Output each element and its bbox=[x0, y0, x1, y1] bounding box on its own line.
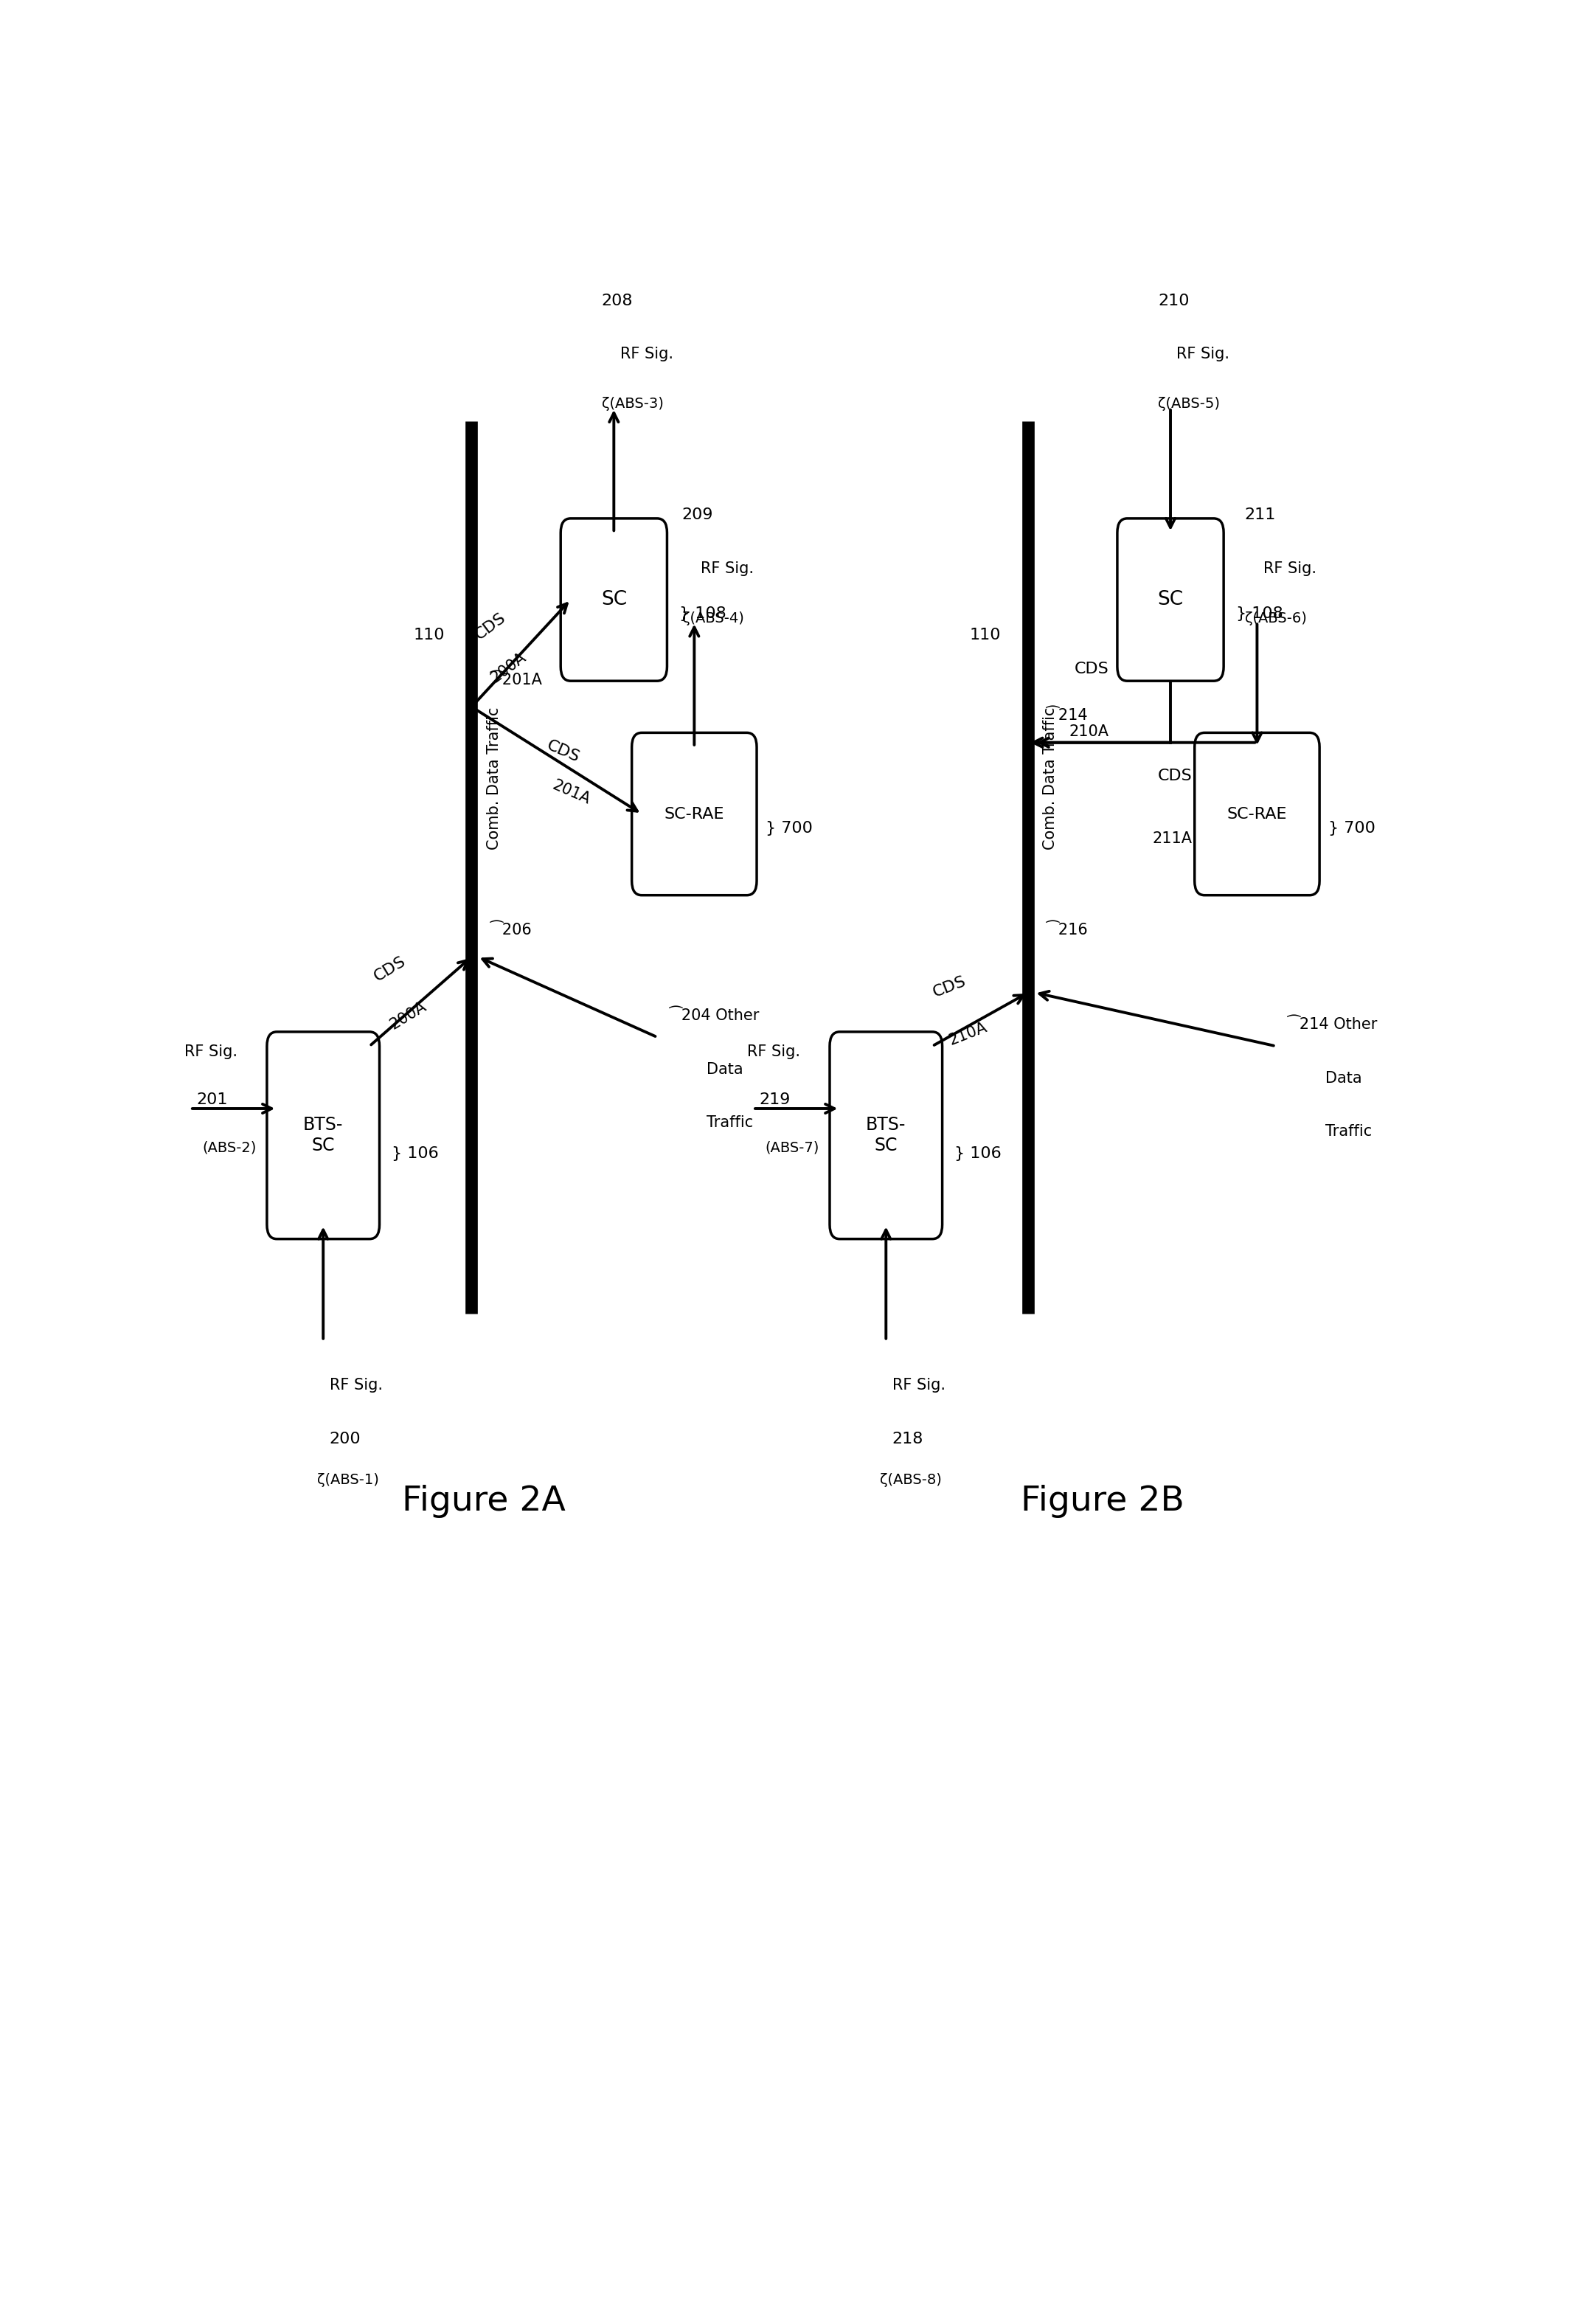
Text: ζ(ABS-3): ζ(ABS-3) bbox=[602, 397, 664, 410]
Text: 210A: 210A bbox=[946, 1020, 990, 1048]
Text: ⁀204 Other: ⁀204 Other bbox=[670, 1009, 760, 1023]
Text: RF Sig.: RF Sig. bbox=[329, 1377, 383, 1394]
Text: ζ(ABS-4): ζ(ABS-4) bbox=[681, 612, 744, 626]
Text: 218: 218 bbox=[892, 1431, 924, 1447]
Text: ⁀206: ⁀206 bbox=[490, 923, 531, 937]
FancyBboxPatch shape bbox=[1194, 733, 1320, 895]
Text: Figure 2A: Figure 2A bbox=[402, 1484, 567, 1519]
Text: 110: 110 bbox=[970, 628, 1001, 642]
Text: Figure 2B: Figure 2B bbox=[1020, 1484, 1184, 1519]
Text: ⁀201A: ⁀201A bbox=[490, 673, 543, 686]
Text: BTS-
SC: BTS- SC bbox=[867, 1115, 907, 1155]
Text: RF Sig.: RF Sig. bbox=[184, 1044, 238, 1060]
FancyBboxPatch shape bbox=[1117, 519, 1224, 682]
FancyBboxPatch shape bbox=[560, 519, 667, 682]
Text: 211: 211 bbox=[1245, 508, 1275, 522]
Text: ζ(ABS-5): ζ(ABS-5) bbox=[1159, 397, 1219, 410]
Text: } 108: } 108 bbox=[1235, 608, 1283, 621]
Text: SC: SC bbox=[602, 589, 627, 610]
Text: Traffic: Traffic bbox=[707, 1115, 753, 1129]
Text: 210A: 210A bbox=[1069, 724, 1109, 740]
Text: } 106: } 106 bbox=[954, 1146, 1002, 1160]
Text: SC-RAE: SC-RAE bbox=[664, 807, 725, 821]
Text: RF Sig.: RF Sig. bbox=[701, 561, 753, 575]
Text: ζ(ABS-8): ζ(ABS-8) bbox=[879, 1473, 942, 1486]
Text: Traffic: Traffic bbox=[1325, 1125, 1371, 1139]
Text: 201: 201 bbox=[196, 1092, 228, 1106]
Text: ⁀214 Other: ⁀214 Other bbox=[1288, 1018, 1379, 1032]
Text: 200: 200 bbox=[329, 1431, 361, 1447]
Text: ⁀214: ⁀214 bbox=[1047, 707, 1088, 724]
Text: 200A: 200A bbox=[388, 999, 429, 1032]
Text: ⁀216: ⁀216 bbox=[1047, 923, 1088, 937]
Text: 200A: 200A bbox=[488, 649, 530, 686]
Text: ζ(ABS-6): ζ(ABS-6) bbox=[1245, 612, 1307, 626]
FancyBboxPatch shape bbox=[632, 733, 757, 895]
Text: 209: 209 bbox=[681, 508, 713, 522]
Text: Data: Data bbox=[707, 1062, 744, 1076]
Text: (ABS-7): (ABS-7) bbox=[766, 1141, 819, 1155]
Text: } 700: } 700 bbox=[766, 821, 812, 835]
Text: 208: 208 bbox=[602, 292, 634, 308]
Text: CDS: CDS bbox=[930, 974, 969, 999]
Text: CDS: CDS bbox=[544, 737, 581, 765]
Text: SC-RAE: SC-RAE bbox=[1227, 807, 1286, 821]
Text: SC: SC bbox=[1157, 589, 1183, 610]
Text: CDS: CDS bbox=[472, 610, 509, 642]
Text: ζ(ABS-1): ζ(ABS-1) bbox=[318, 1473, 378, 1486]
Text: CDS: CDS bbox=[1157, 768, 1192, 784]
Text: RF Sig.: RF Sig. bbox=[619, 348, 674, 362]
Text: Comb. Data Traffic: Comb. Data Traffic bbox=[1044, 707, 1058, 849]
Text: 210: 210 bbox=[1159, 292, 1189, 308]
Text: BTS-
SC: BTS- SC bbox=[303, 1115, 343, 1155]
Text: RF Sig.: RF Sig. bbox=[1176, 348, 1231, 362]
Text: 219: 219 bbox=[760, 1092, 790, 1106]
Text: 201A: 201A bbox=[551, 777, 592, 807]
Text: 211A: 211A bbox=[1152, 830, 1192, 846]
Text: Data: Data bbox=[1325, 1071, 1361, 1085]
FancyBboxPatch shape bbox=[267, 1032, 380, 1238]
Text: CDS: CDS bbox=[372, 953, 409, 986]
Text: RF Sig.: RF Sig. bbox=[747, 1044, 800, 1060]
Text: 110: 110 bbox=[413, 628, 444, 642]
Text: } 106: } 106 bbox=[393, 1146, 439, 1160]
Text: CDS: CDS bbox=[1074, 661, 1109, 677]
Text: (ABS-2): (ABS-2) bbox=[203, 1141, 257, 1155]
Text: } 108: } 108 bbox=[680, 608, 726, 621]
Text: Comb. Data Traffic: Comb. Data Traffic bbox=[487, 707, 501, 849]
Text: RF Sig.: RF Sig. bbox=[1264, 561, 1317, 575]
FancyBboxPatch shape bbox=[830, 1032, 942, 1238]
Text: } 700: } 700 bbox=[1328, 821, 1376, 835]
Text: RF Sig.: RF Sig. bbox=[892, 1377, 945, 1394]
